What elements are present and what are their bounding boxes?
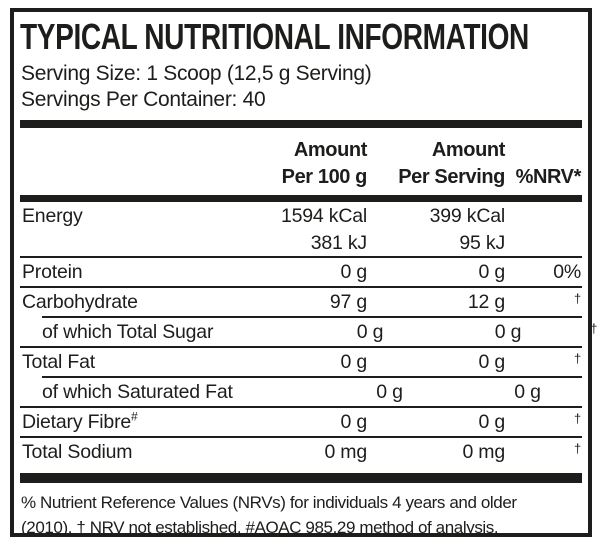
table-row-dietary-fibre: Dietary Fibre# 0 g 0 g † xyxy=(18,408,584,436)
cell-per-100g: 97 g xyxy=(329,290,367,313)
row-divider xyxy=(20,286,582,288)
cell-per-serving: 0 g xyxy=(478,410,505,433)
cell-per-100g: 0 g xyxy=(376,380,403,403)
row-divider xyxy=(20,346,582,348)
serving-size-line: Serving Size: 1 Scoop (12,5 g Serving) xyxy=(21,62,372,85)
cell-per-100g: 0 mg xyxy=(324,440,367,463)
nutrition-label: TYPICAL NUTRITIONAL INFORMATION Serving … xyxy=(10,8,597,540)
thick-divider-top xyxy=(20,120,582,128)
thick-divider-header xyxy=(20,195,582,202)
table-row-total-sodium: Total Sodium 0 mg 0 mg † xyxy=(18,438,584,466)
row-divider xyxy=(20,256,582,258)
cell-nrv: † xyxy=(590,321,598,336)
cell-label: Dietary Fibre# xyxy=(21,409,197,434)
table-row-saturated-fat: of which Saturated Fat 0 g 0 g † xyxy=(18,378,584,406)
cell-per-100g: 0 g xyxy=(356,320,384,343)
cell-per-serving: 0 g xyxy=(478,260,505,283)
fibre-footnote-marker: # xyxy=(131,409,138,423)
cell-label: of which Total Sugar xyxy=(42,320,214,343)
cell-per-100g: 1594 kCal xyxy=(280,204,367,227)
table-row-total-sugar: of which Total Sugar 0 g 0 g † xyxy=(18,318,597,346)
cell-label: Total Sodium xyxy=(22,440,133,463)
cell-per-serving: 0 g xyxy=(514,380,541,403)
thick-divider-bottom xyxy=(20,473,582,483)
footnote: % Nutrient Reference Values (NRVs) for i… xyxy=(18,490,584,540)
cell-per-100g: 0 g xyxy=(340,410,367,433)
cell-label: of which Saturated Fat xyxy=(42,380,233,403)
header-amount-per-100g-line1: Amount xyxy=(293,139,368,161)
table-row-total-fat: Total Fat 0 g 0 g † xyxy=(18,348,584,376)
cell-nrv: † xyxy=(573,411,581,426)
table-row-protein: Protein 0 g 0 g 0% xyxy=(18,258,584,286)
cell-per-100g: 381 kJ xyxy=(310,231,367,254)
cell-per-100g: 0 g xyxy=(340,350,367,373)
table-header-line-2: Per 100 g Per Serving %NRV* xyxy=(18,164,584,191)
cell-per-serving: 399 kCal xyxy=(429,204,506,227)
table-row-energy: Energy 1594 kCal 399 kCal xyxy=(18,202,584,230)
label-header: TYPICAL NUTRITIONAL INFORMATION xyxy=(18,12,584,61)
header-amount-per-serving-line2: Per Serving xyxy=(398,166,505,188)
footnote-line-1: % Nutrient Reference Values (NRVs) for i… xyxy=(21,493,517,512)
fibre-label-text: Dietary Fibre xyxy=(22,410,132,433)
cell-label: Carbohydrate xyxy=(22,290,138,313)
cell-label: Protein xyxy=(22,260,83,283)
row-divider xyxy=(20,406,582,408)
cell-label: Total Fat xyxy=(22,350,95,373)
header-amount-per-100g-line2: Per 100 g xyxy=(281,166,368,188)
servings-per-container-line: Servings Per Container: 40 xyxy=(21,88,266,111)
table-header: Amount Amount Per 100 g Per Serving %NRV… xyxy=(18,128,584,191)
cell-nrv: † xyxy=(573,441,581,456)
table-row-energy-kj: 381 kJ 95 kJ xyxy=(18,230,584,256)
row-divider-indented xyxy=(42,316,582,318)
cell-nrv xyxy=(505,202,581,230)
cell-nrv: † xyxy=(541,378,600,406)
table-header-line-1: Amount Amount xyxy=(18,137,584,164)
header-nrv-label: %NRV* xyxy=(515,166,582,188)
cell-per-serving: 0 g xyxy=(494,320,522,343)
cell-label: Energy xyxy=(22,204,83,227)
table-row-carbohydrate: Carbohydrate 97 g 12 g † xyxy=(18,288,584,316)
cell-nrv: † xyxy=(573,351,581,366)
cell-per-serving: 0 g xyxy=(478,350,505,373)
page-title: TYPICAL NUTRITIONAL INFORMATION xyxy=(20,16,529,57)
cell-per-serving: 12 g xyxy=(467,290,505,313)
header-amount-per-serving-line1: Amount xyxy=(431,139,506,161)
cell-nrv: † xyxy=(573,291,581,306)
row-divider xyxy=(20,436,582,438)
footnote-line-2: (2010). † NRV not established. #AOAC 985… xyxy=(21,518,499,537)
row-divider-indented xyxy=(42,376,582,378)
cell-per-serving: 95 kJ xyxy=(459,231,505,254)
cell-per-100g: 0 g xyxy=(340,260,367,283)
cell-nrv: 0% xyxy=(553,260,581,283)
cell-nrv xyxy=(505,230,581,256)
cell-per-serving: 0 mg xyxy=(462,440,505,463)
